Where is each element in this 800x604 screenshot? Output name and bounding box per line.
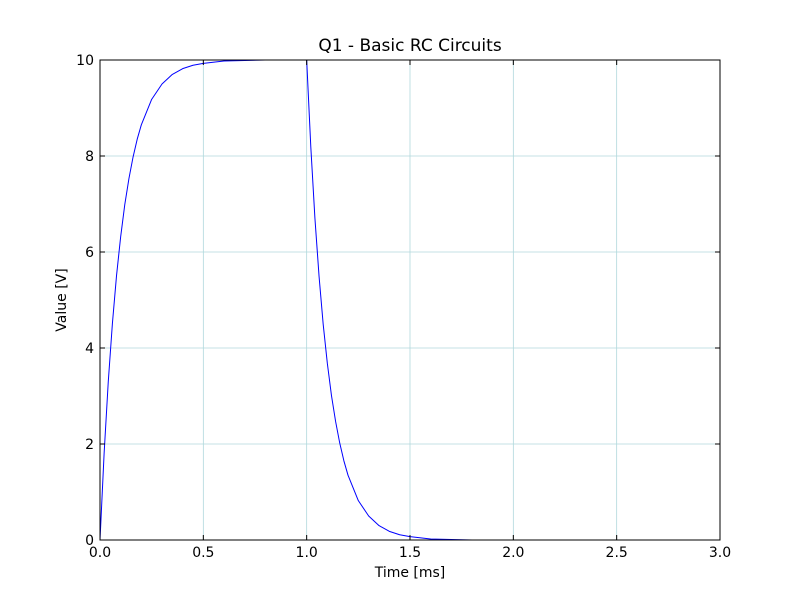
y-axis-label: Value [V] [54,268,70,331]
x-tick-label: 0.5 [192,545,214,561]
x-tick-label: 0.0 [89,545,111,561]
x-tick-label: 3.0 [709,545,731,561]
x-tick-label: 2.0 [502,545,524,561]
y-tick-label: 0 [85,533,94,549]
tick-labels: 0.0 0.5 1.0 1.5 2.0 2.5 3.0 0 2 4 6 8 10 [76,53,731,561]
y-tick-label: 6 [85,245,94,261]
x-tick-label: 2.5 [606,545,628,561]
x-tick-label: 1.0 [296,545,318,561]
x-tick-label: 1.5 [399,545,421,561]
x-axis-label: Time [ms] [374,565,446,581]
grid-lines [100,60,720,540]
series-layer [99,59,720,541]
y-tick-label: 4 [85,341,94,357]
chart-title: Q1 - Basic RC Circuits [318,36,502,56]
y-tick-label: 2 [85,437,94,453]
y-tick-label: 8 [85,149,94,165]
series-line [99,59,720,541]
y-tick-label: 10 [76,53,94,69]
axis-ticks [99,59,721,541]
